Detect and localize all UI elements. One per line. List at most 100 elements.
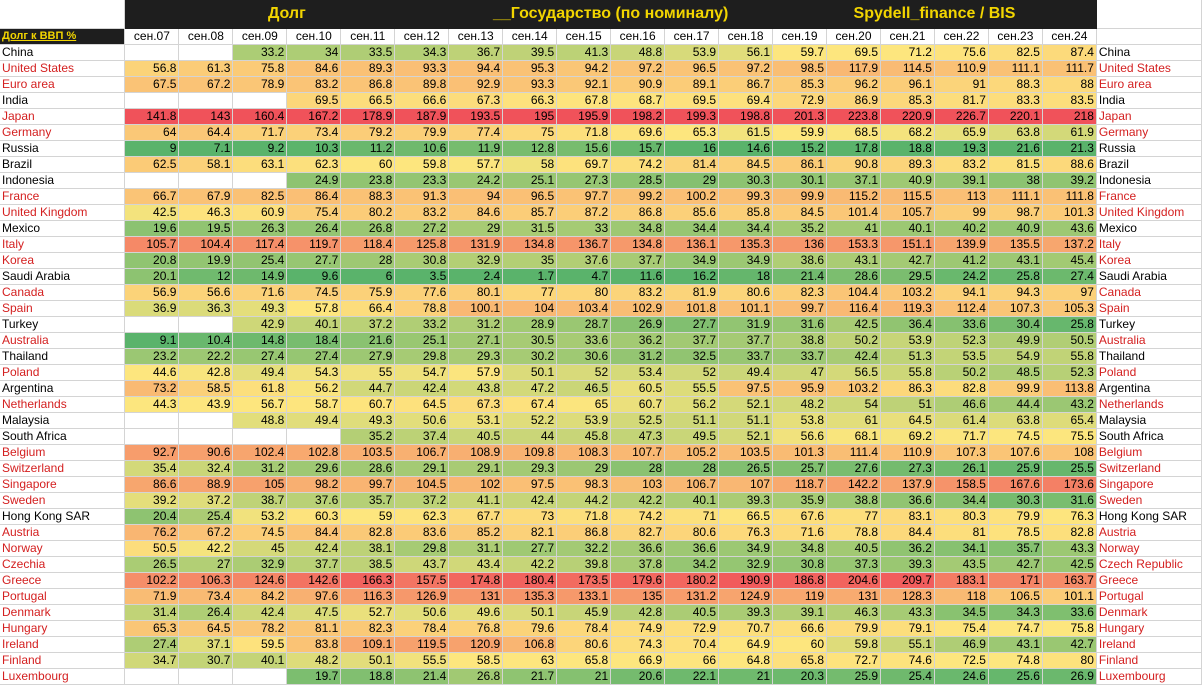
- value-cell[interactable]: 75.4: [286, 204, 342, 221]
- country-name-right[interactable]: Netherlands: [1096, 396, 1202, 413]
- value-cell[interactable]: 69.4: [718, 92, 774, 109]
- value-cell[interactable]: 58.7: [286, 396, 342, 413]
- value-cell[interactable]: 53.9: [880, 332, 935, 349]
- value-cell[interactable]: 56.1: [718, 44, 774, 61]
- value-cell[interactable]: 97.2: [718, 60, 774, 77]
- value-cell[interactable]: 85.3: [772, 76, 828, 93]
- value-cell[interactable]: 35.9: [772, 492, 828, 509]
- value-cell[interactable]: 12.8: [502, 140, 558, 157]
- value-cell[interactable]: 67.3: [448, 396, 504, 413]
- value-cell[interactable]: 103.4: [556, 300, 612, 317]
- value-cell[interactable]: 167.6: [988, 476, 1043, 493]
- value-cell[interactable]: 111.7: [1042, 60, 1097, 77]
- value-cell[interactable]: 25.4: [232, 252, 288, 269]
- country-name-right[interactable]: Hungary: [1096, 620, 1202, 637]
- value-cell[interactable]: 69.6: [610, 124, 666, 141]
- value-cell[interactable]: 99.7: [772, 300, 828, 317]
- value-cell[interactable]: 76.8: [448, 620, 504, 637]
- country-name[interactable]: Luxembourg: [0, 668, 126, 685]
- value-cell[interactable]: 124.6: [232, 572, 288, 589]
- value-cell[interactable]: 21.6: [340, 332, 396, 349]
- value-cell[interactable]: 90.9: [610, 76, 666, 93]
- value-cell[interactable]: 36.7: [448, 44, 504, 61]
- value-cell[interactable]: 56.2: [286, 380, 342, 397]
- value-cell[interactable]: 37.6: [286, 492, 342, 509]
- value-cell[interactable]: 52.2: [502, 412, 558, 429]
- value-cell[interactable]: 27.4: [1042, 268, 1097, 285]
- value-cell[interactable]: 27.3: [556, 172, 612, 189]
- value-cell[interactable]: 53.1: [448, 412, 504, 429]
- value-cell[interactable]: 67.2: [178, 76, 234, 93]
- value-cell[interactable]: 27.1: [448, 332, 504, 349]
- value-cell[interactable]: 36.4: [880, 316, 935, 333]
- year-header-1[interactable]: сен.08: [178, 28, 234, 45]
- value-cell[interactable]: 74.2: [610, 508, 666, 525]
- value-cell[interactable]: 42.8: [178, 364, 234, 381]
- value-cell[interactable]: 97.6: [286, 588, 342, 605]
- value-cell[interactable]: 116.4: [826, 300, 881, 317]
- country-name[interactable]: Indonesia: [0, 172, 126, 189]
- value-cell[interactable]: 97.2: [610, 60, 666, 77]
- year-header-14[interactable]: сен.21: [880, 28, 935, 45]
- value-cell[interactable]: 153.3: [826, 236, 881, 253]
- country-name-right[interactable]: Sweden: [1096, 492, 1202, 509]
- value-cell[interactable]: 81.4: [664, 156, 720, 173]
- value-cell[interactable]: 37.8: [610, 556, 666, 573]
- value-cell[interactable]: 30.8: [394, 252, 450, 269]
- value-cell[interactable]: 52.5: [610, 412, 666, 429]
- value-cell[interactable]: 35.7: [340, 492, 396, 509]
- value-cell[interactable]: 39.2: [124, 492, 180, 509]
- value-cell[interactable]: 131.2: [664, 588, 720, 605]
- country-name[interactable]: Germany: [0, 124, 126, 141]
- value-cell[interactable]: 53.8: [772, 412, 828, 429]
- value-cell[interactable]: 41: [826, 220, 881, 237]
- value-cell[interactable]: 47.3: [610, 428, 666, 445]
- value-cell[interactable]: 83.5: [1042, 92, 1097, 109]
- value-cell[interactable]: 40.5: [448, 428, 504, 445]
- value-cell[interactable]: 71.2: [880, 44, 935, 61]
- value-cell[interactable]: 83.8: [286, 636, 342, 653]
- value-cell[interactable]: 105.7: [880, 204, 935, 221]
- value-cell[interactable]: 38.7: [232, 492, 288, 509]
- value-cell[interactable]: 82.7: [610, 524, 666, 541]
- value-cell[interactable]: 117.4: [232, 236, 288, 253]
- value-cell[interactable]: 157.5: [394, 572, 450, 589]
- value-cell[interactable]: 120.9: [448, 636, 504, 653]
- value-cell[interactable]: 56.5: [826, 364, 881, 381]
- value-cell[interactable]: 173.5: [556, 572, 612, 589]
- value-cell[interactable]: 14.6: [718, 140, 774, 157]
- value-cell[interactable]: 19.7: [286, 668, 342, 685]
- value-cell[interactable]: 43.3: [1042, 540, 1097, 557]
- value-cell[interactable]: 73: [502, 508, 558, 525]
- value-cell[interactable]: 42.8: [610, 604, 666, 621]
- value-cell[interactable]: 80: [1042, 652, 1097, 669]
- value-cell[interactable]: 52.3: [1042, 364, 1097, 381]
- value-cell[interactable]: 74.5: [988, 428, 1043, 445]
- value-cell[interactable]: 18: [718, 268, 774, 285]
- value-cell[interactable]: 12: [178, 268, 234, 285]
- value-cell[interactable]: 75.9: [340, 284, 396, 301]
- value-cell[interactable]: 42.9: [232, 316, 288, 333]
- value-cell[interactable]: 61.8: [232, 380, 288, 397]
- value-cell[interactable]: 43.7: [394, 556, 450, 573]
- value-cell[interactable]: 30.3: [988, 492, 1043, 509]
- value-cell[interactable]: 38.5: [340, 556, 396, 573]
- value-cell[interactable]: 88.6: [1042, 156, 1097, 173]
- value-cell[interactable]: 74.2: [610, 156, 666, 173]
- value-cell[interactable]: 9.6: [286, 268, 342, 285]
- value-cell[interactable]: 131: [826, 588, 881, 605]
- value-cell[interactable]: 95.9: [772, 380, 828, 397]
- value-cell[interactable]: 86.9: [826, 92, 881, 109]
- value-cell[interactable]: 29.8: [394, 540, 450, 557]
- value-cell[interactable]: 17.8: [826, 140, 881, 157]
- country-name[interactable]: Norway: [0, 540, 126, 557]
- value-cell[interactable]: 32.5: [664, 348, 720, 365]
- value-cell[interactable]: 135.3: [718, 236, 774, 253]
- value-cell[interactable]: 66.4: [340, 300, 396, 317]
- value-cell[interactable]: 166.3: [340, 572, 396, 589]
- value-cell[interactable]: 89.8: [394, 76, 450, 93]
- value-cell[interactable]: 37.1: [826, 172, 881, 189]
- value-cell[interactable]: 84.5: [772, 204, 828, 221]
- value-cell[interactable]: 95.3: [502, 60, 558, 77]
- value-cell[interactable]: 71.6: [772, 524, 828, 541]
